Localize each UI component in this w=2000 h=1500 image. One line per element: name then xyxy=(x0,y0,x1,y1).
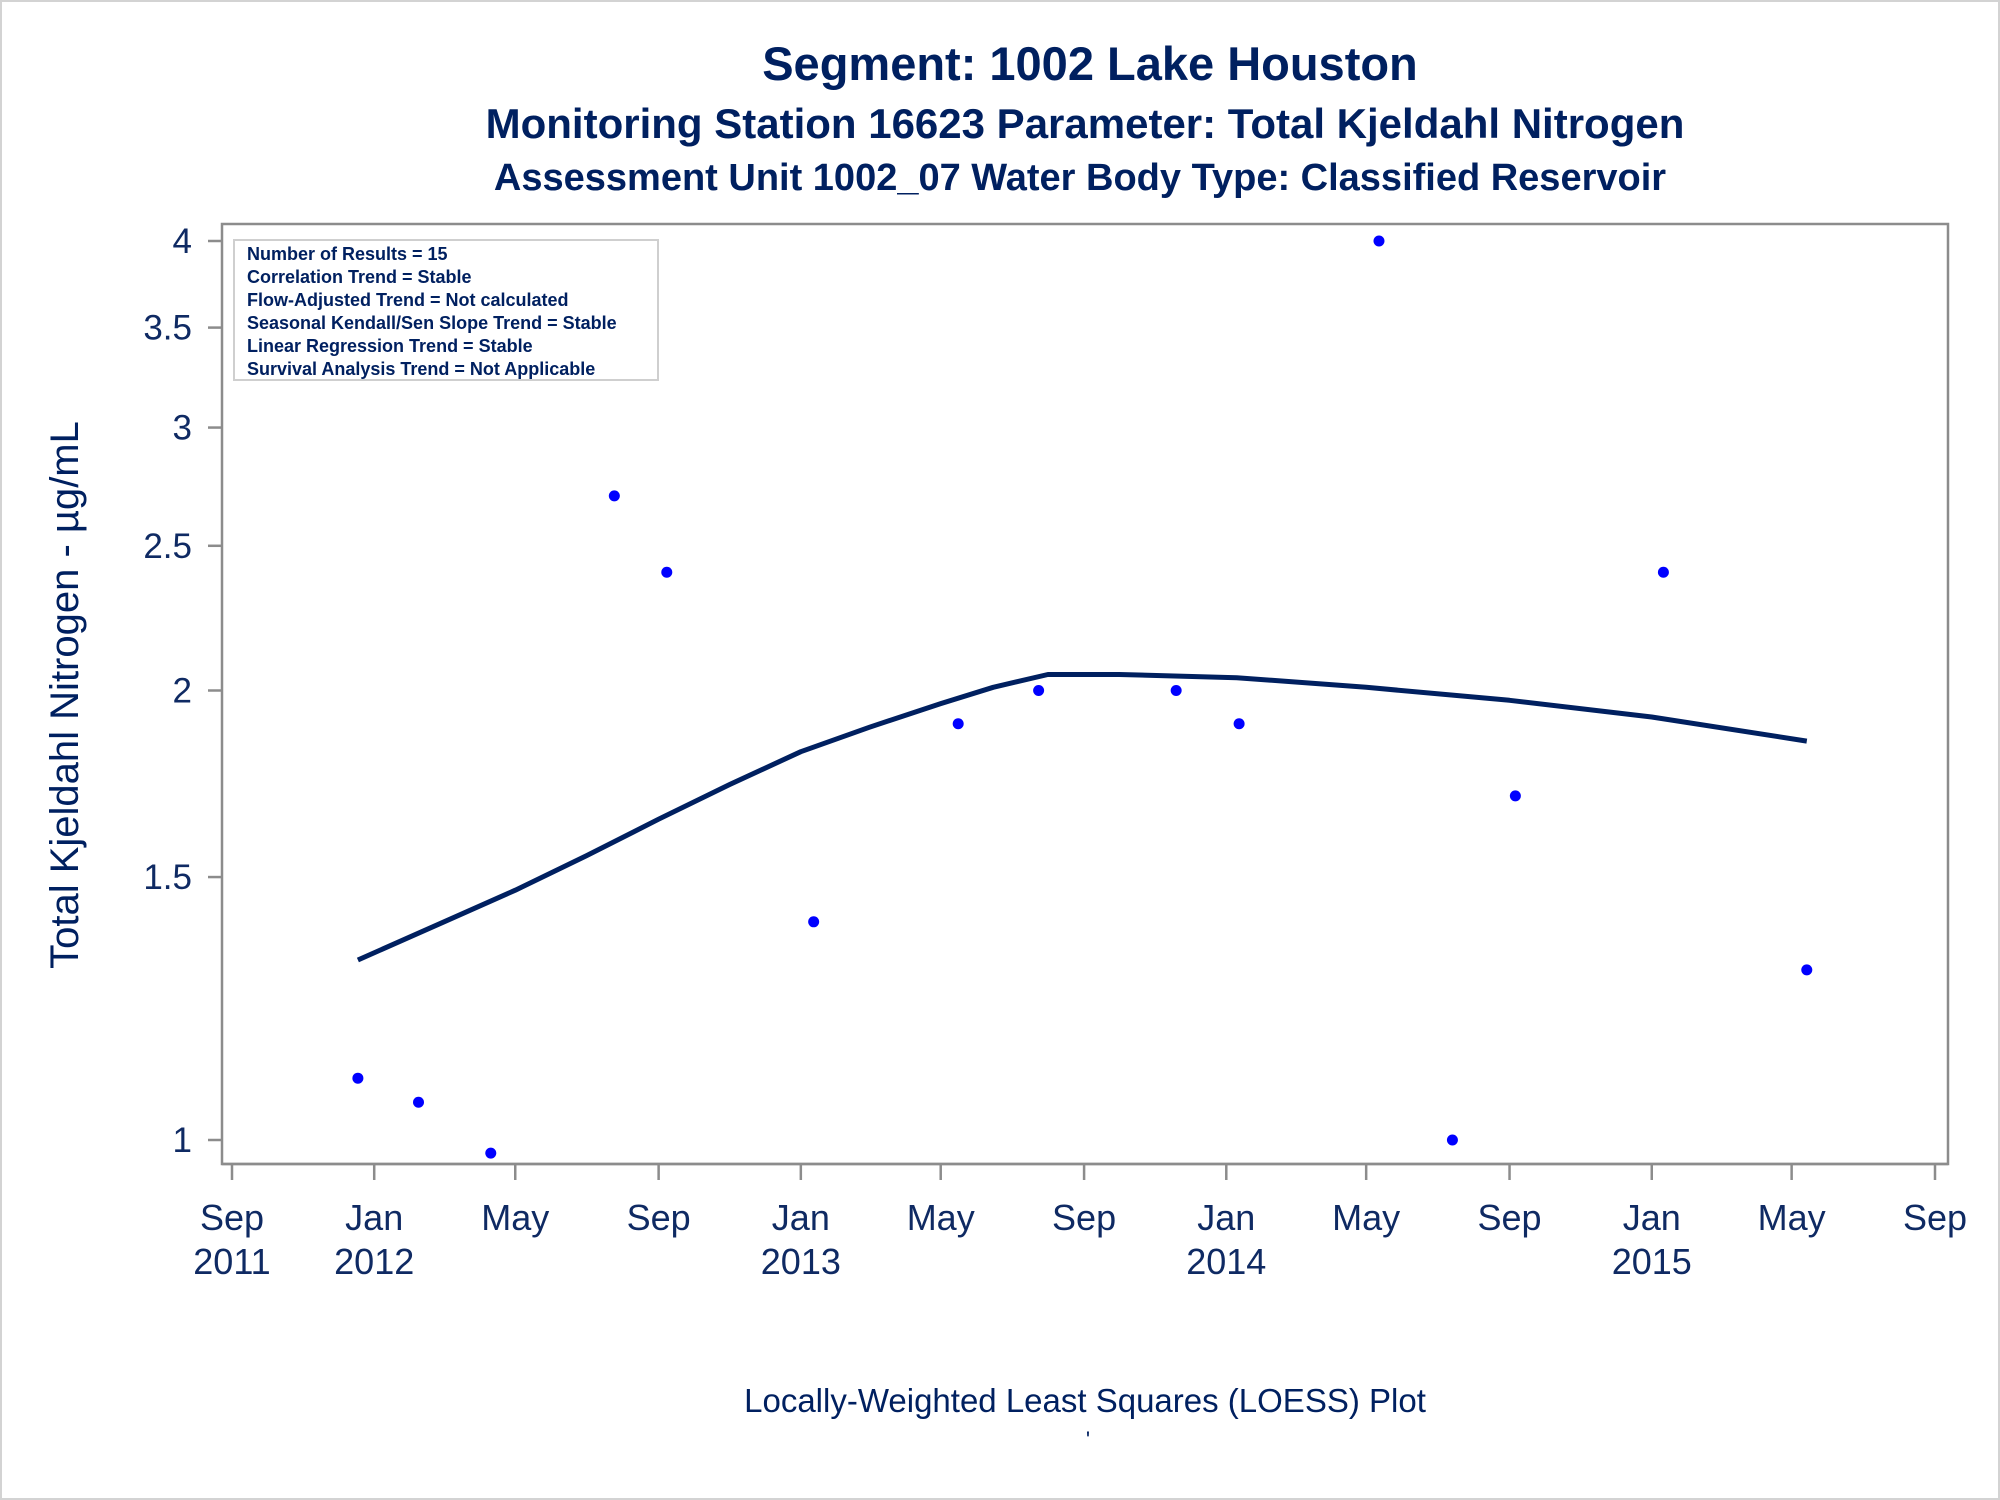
data-point xyxy=(1657,566,1669,578)
stats-legend-line: Seasonal Kendall/Sen Slope Trend = Stabl… xyxy=(247,313,617,333)
x-tick-year-label: 2011 xyxy=(193,1241,270,1282)
y-axis-label: Total Kjeldahl Nitrogen - µg/mL xyxy=(43,421,87,969)
chart-subtitle: Monitoring Station 16623 Parameter: Tota… xyxy=(486,100,1685,147)
stats-legend-line: Correlation Trend = Stable xyxy=(247,267,472,287)
y-tick-label: 4 xyxy=(173,222,192,261)
loess-trend-line xyxy=(356,672,1808,963)
data-point xyxy=(485,1147,497,1159)
x-tick-month-label: Sep xyxy=(1478,1197,1542,1238)
x-tick-month-label: Jan xyxy=(1197,1197,1255,1238)
data-point xyxy=(352,1072,364,1084)
data-point xyxy=(413,1096,425,1108)
data-point xyxy=(1509,790,1521,802)
x-tick-month-label: Sep xyxy=(200,1197,264,1238)
data-point xyxy=(1373,235,1385,247)
x-tick-month-label: May xyxy=(1332,1197,1400,1238)
plot-caption: Locally-Weighted Least Squares (LOESS) P… xyxy=(744,1382,1426,1419)
data-point xyxy=(1801,964,1813,976)
y-tick-label: 1.5 xyxy=(143,858,192,897)
data-point xyxy=(661,566,673,578)
x-tick-month-label: May xyxy=(907,1197,975,1238)
data-points xyxy=(352,235,1813,1159)
x-tick-month-label: May xyxy=(481,1197,549,1238)
x-tick-month-label: Jan xyxy=(772,1197,830,1238)
x-tick-month-label: Sep xyxy=(627,1197,691,1238)
data-point xyxy=(1233,718,1245,730)
x-tick-month-label: Jan xyxy=(1623,1197,1681,1238)
data-point xyxy=(1033,685,1045,696)
x-tick-year-label: 2012 xyxy=(334,1241,414,1282)
y-tick-label: 3 xyxy=(173,409,192,448)
data-point xyxy=(1170,685,1182,696)
x-tick-month-label: Jan xyxy=(345,1197,403,1238)
stats-legend-line: Number of Results = 15 xyxy=(247,244,448,264)
data-point xyxy=(808,916,820,928)
x-tick-year-label: 2013 xyxy=(761,1241,841,1282)
stats-legend-box xyxy=(233,239,659,381)
chart-title: Segment: 1002 Lake Houston xyxy=(762,37,1418,90)
stats-legend: Number of Results = 15 Correlation Trend … xyxy=(247,244,617,379)
data-point xyxy=(1446,1134,1458,1146)
stats-legend-line: Linear Regression Trend = Stable xyxy=(247,336,533,356)
data-point xyxy=(608,490,620,502)
x-tick-month-label: May xyxy=(1758,1197,1826,1238)
data-point xyxy=(952,718,964,730)
x-tick-year-label: 2014 xyxy=(1186,1241,1266,1282)
footer-mark: ' xyxy=(1086,1427,1090,1452)
stats-legend-line: Flow-Adjusted Trend = Not calculated xyxy=(247,290,569,310)
chart-subtitle-2: Assessment Unit 1002_07 Water Body Type:… xyxy=(494,157,1666,199)
y-tick-label: 1 xyxy=(173,1121,192,1160)
x-tick-year-label: 2015 xyxy=(1612,1241,1692,1282)
y-tick-label: 3.5 xyxy=(143,309,192,348)
stats-legend-line: Survival Analysis Trend = Not Applicable xyxy=(247,359,595,379)
y-tick-label: 2 xyxy=(173,672,192,711)
y-axis-ticks: 1 1.5 2 2.5 3 3.5 4 xyxy=(143,222,222,1160)
x-tick-month-label: Sep xyxy=(1903,1197,1967,1238)
x-tick-month-label: Sep xyxy=(1052,1197,1116,1238)
y-tick-label: 2.5 xyxy=(143,527,192,566)
